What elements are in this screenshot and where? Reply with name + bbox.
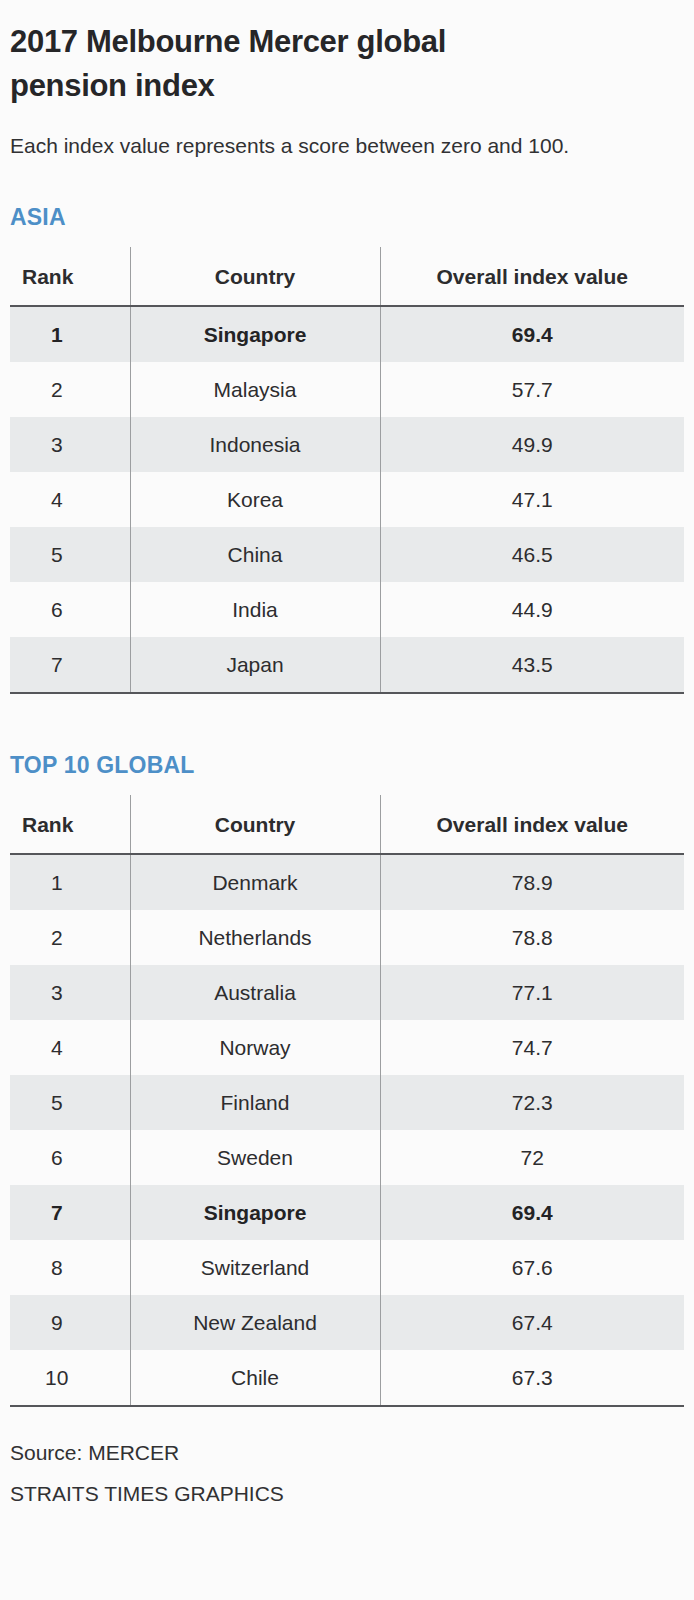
table-row: 2Malaysia57.7 bbox=[10, 362, 684, 417]
cell-rank: 4 bbox=[10, 1020, 130, 1075]
section-heading-top10-global: TOP 10 GLOBAL bbox=[10, 752, 684, 779]
cell-value: 69.4 bbox=[380, 1185, 684, 1240]
table-row: 3Australia77.1 bbox=[10, 965, 684, 1020]
cell-rank: 5 bbox=[10, 1075, 130, 1130]
page-title: 2017 Melbourne Mercer global pension inde… bbox=[10, 20, 684, 108]
table-row: 6India44.9 bbox=[10, 582, 684, 637]
column-header-value: Overall index value bbox=[380, 795, 684, 854]
cell-country: Norway bbox=[130, 1020, 380, 1075]
cell-country: China bbox=[130, 527, 380, 582]
credit-line: STRAITS TIMES GRAPHICS bbox=[10, 1482, 684, 1506]
cell-country: Finland bbox=[130, 1075, 380, 1130]
table-row: 7Singapore69.4 bbox=[10, 1185, 684, 1240]
table-row: 7Japan43.5 bbox=[10, 637, 684, 693]
cell-value: 49.9 bbox=[380, 417, 684, 472]
cell-value: 78.8 bbox=[380, 910, 684, 965]
cell-value: 77.1 bbox=[380, 965, 684, 1020]
table-row: 2Netherlands78.8 bbox=[10, 910, 684, 965]
cell-rank: 9 bbox=[10, 1295, 130, 1350]
cell-rank: 10 bbox=[10, 1350, 130, 1406]
cell-rank: 2 bbox=[10, 362, 130, 417]
cell-rank: 6 bbox=[10, 582, 130, 637]
page-title-line2: pension index bbox=[10, 68, 215, 103]
cell-country: Denmark bbox=[130, 854, 380, 910]
cell-country: Singapore bbox=[130, 306, 380, 362]
table-row: 9New Zealand67.4 bbox=[10, 1295, 684, 1350]
cell-rank: 6 bbox=[10, 1130, 130, 1185]
cell-rank: 7 bbox=[10, 637, 130, 693]
table-row: 4Korea47.1 bbox=[10, 472, 684, 527]
cell-rank: 8 bbox=[10, 1240, 130, 1295]
cell-rank: 3 bbox=[10, 965, 130, 1020]
table-row: 8Switzerland67.6 bbox=[10, 1240, 684, 1295]
cell-country: Singapore bbox=[130, 1185, 380, 1240]
cell-country: Australia bbox=[130, 965, 380, 1020]
top10-table-header-row: Rank Country Overall index value bbox=[10, 795, 684, 854]
asia-table-body: 1Singapore69.42Malaysia57.73Indonesia49.… bbox=[10, 306, 684, 693]
cell-value: 46.5 bbox=[380, 527, 684, 582]
table-row: 1Singapore69.4 bbox=[10, 306, 684, 362]
cell-country: Netherlands bbox=[130, 910, 380, 965]
source-line: Source: MERCER bbox=[10, 1441, 684, 1465]
cell-value: 47.1 bbox=[380, 472, 684, 527]
cell-value: 74.7 bbox=[380, 1020, 684, 1075]
cell-value: 44.9 bbox=[380, 582, 684, 637]
cell-value: 72 bbox=[380, 1130, 684, 1185]
cell-country: Korea bbox=[130, 472, 380, 527]
table-row: 1Denmark78.9 bbox=[10, 854, 684, 910]
cell-rank: 1 bbox=[10, 306, 130, 362]
page-subtitle: Each index value represents a score betw… bbox=[10, 134, 684, 158]
cell-country: Sweden bbox=[130, 1130, 380, 1185]
cell-rank: 7 bbox=[10, 1185, 130, 1240]
column-header-country: Country bbox=[130, 247, 380, 306]
top10-table-body: 1Denmark78.92Netherlands78.83Australia77… bbox=[10, 854, 684, 1406]
cell-country: Indonesia bbox=[130, 417, 380, 472]
cell-value: 72.3 bbox=[380, 1075, 684, 1130]
cell-rank: 2 bbox=[10, 910, 130, 965]
asia-table-header-row: Rank Country Overall index value bbox=[10, 247, 684, 306]
column-header-rank: Rank bbox=[10, 795, 130, 854]
table-row: 5Finland72.3 bbox=[10, 1075, 684, 1130]
cell-value: 67.4 bbox=[380, 1295, 684, 1350]
cell-rank: 5 bbox=[10, 527, 130, 582]
cell-value: 69.4 bbox=[380, 306, 684, 362]
infographic-page: 2017 Melbourne Mercer global pension inde… bbox=[0, 0, 694, 1600]
table-row: 6Sweden72 bbox=[10, 1130, 684, 1185]
table-row: 3Indonesia49.9 bbox=[10, 417, 684, 472]
cell-country: India bbox=[130, 582, 380, 637]
page-title-line1: 2017 Melbourne Mercer global bbox=[10, 24, 446, 59]
cell-rank: 3 bbox=[10, 417, 130, 472]
asia-table: Rank Country Overall index value 1Singap… bbox=[10, 247, 684, 694]
cell-rank: 1 bbox=[10, 854, 130, 910]
cell-value: 57.7 bbox=[380, 362, 684, 417]
cell-value: 67.6 bbox=[380, 1240, 684, 1295]
cell-value: 67.3 bbox=[380, 1350, 684, 1406]
cell-country: Chile bbox=[130, 1350, 380, 1406]
section-heading-asia: ASIA bbox=[10, 204, 684, 231]
table-row: 10Chile67.3 bbox=[10, 1350, 684, 1406]
cell-value: 78.9 bbox=[380, 854, 684, 910]
cell-country: New Zealand bbox=[130, 1295, 380, 1350]
cell-value: 43.5 bbox=[380, 637, 684, 693]
column-header-country: Country bbox=[130, 795, 380, 854]
cell-country: Japan bbox=[130, 637, 380, 693]
cell-rank: 4 bbox=[10, 472, 130, 527]
table-row: 4Norway74.7 bbox=[10, 1020, 684, 1075]
column-header-rank: Rank bbox=[10, 247, 130, 306]
cell-country: Switzerland bbox=[130, 1240, 380, 1295]
top10-global-table: Rank Country Overall index value 1Denmar… bbox=[10, 795, 684, 1407]
table-row: 5China46.5 bbox=[10, 527, 684, 582]
column-header-value: Overall index value bbox=[380, 247, 684, 306]
cell-country: Malaysia bbox=[130, 362, 380, 417]
